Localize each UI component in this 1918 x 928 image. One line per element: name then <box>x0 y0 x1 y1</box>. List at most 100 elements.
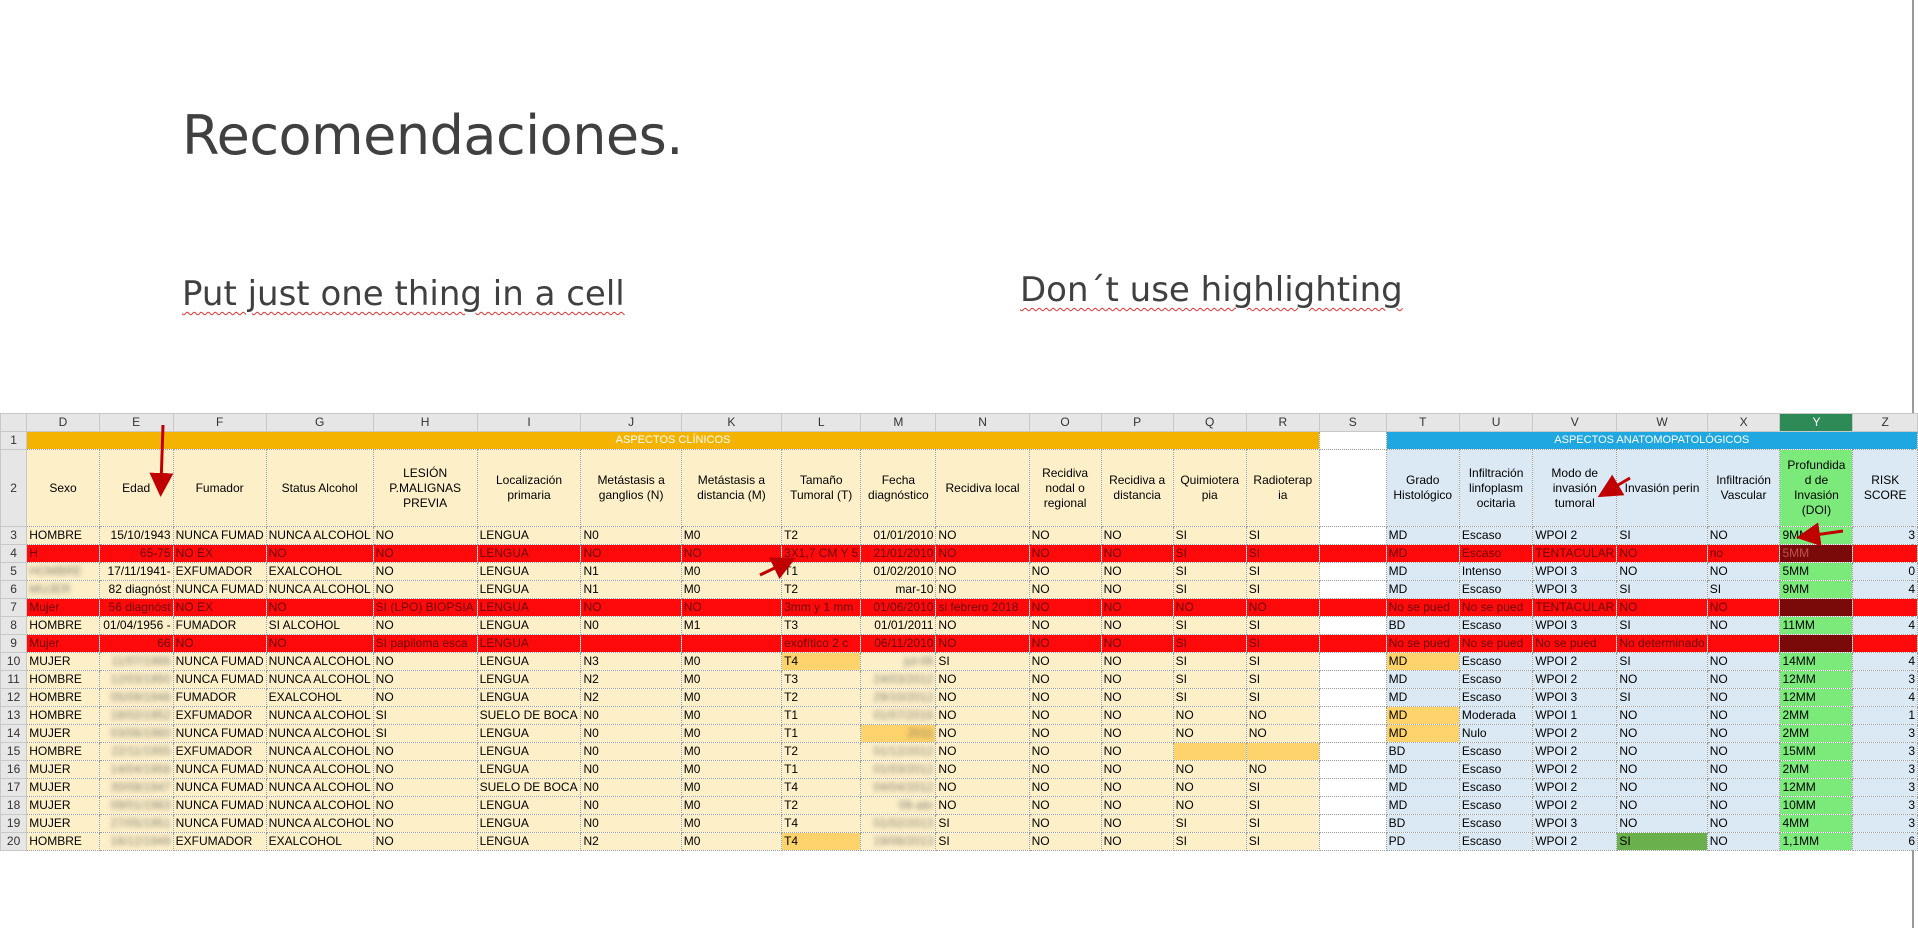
row-header[interactable]: 6 <box>0 580 28 599</box>
cell[interactable]: MUJER <box>26 580 100 599</box>
cell[interactable]: NO <box>1100 796 1174 815</box>
cell[interactable]: 3 <box>1852 796 1918 815</box>
cell[interactable]: WPOI 1 <box>1532 706 1618 725</box>
cell[interactable]: T2 <box>781 742 862 761</box>
cell[interactable]: NO <box>1706 724 1781 743</box>
cell[interactable]: NO <box>1100 724 1174 743</box>
cell[interactable]: BD <box>1385 814 1460 833</box>
cell[interactable]: SI <box>1172 634 1247 653</box>
cell[interactable]: WPOI 2 <box>1532 778 1618 797</box>
cell[interactable]: 12MM <box>1779 670 1854 689</box>
cell[interactable] <box>1318 724 1387 743</box>
cell[interactable]: 09/01/1963 <box>98 796 174 815</box>
cell[interactable]: SI <box>1172 616 1247 635</box>
cell[interactable] <box>1318 832 1387 851</box>
cell[interactable]: SI <box>1616 652 1708 671</box>
cell[interactable]: NO <box>1028 562 1102 581</box>
header-cell[interactable]: Status Alcohol <box>265 449 374 527</box>
cell[interactable]: EXALCOHOL <box>265 832 374 851</box>
cell[interactable]: MD <box>1385 778 1460 797</box>
cell[interactable] <box>1172 742 1247 761</box>
header-cell[interactable]: Metástasis a ganglios (N) <box>580 449 682 527</box>
cell[interactable]: 2011 <box>860 724 937 743</box>
header-cell[interactable]: Profundida d de Invasión (DOI) <box>1779 449 1854 527</box>
cell[interactable]: 4 <box>1852 652 1918 671</box>
cell[interactable]: M0 <box>680 814 783 833</box>
cell[interactable]: FUMADOR <box>172 688 267 707</box>
cell[interactable]: 0 <box>1852 562 1918 581</box>
group-clinical[interactable]: ASPECTOS CLÍNICOS <box>26 431 1320 450</box>
cell[interactable]: N0 <box>580 526 682 545</box>
cell[interactable]: Moderada <box>1458 706 1534 725</box>
cell[interactable]: NO <box>1100 688 1174 707</box>
cell[interactable]: MD <box>1385 652 1460 671</box>
cell[interactable]: SI <box>1245 526 1320 545</box>
cell[interactable]: 15/10/1943 <box>98 526 174 545</box>
cell[interactable]: TENTACULAR <box>1532 598 1618 617</box>
cell[interactable]: 29/10/2012 <box>860 688 937 707</box>
cell[interactable]: N0 <box>580 760 682 779</box>
column-header-f[interactable]: F <box>172 413 267 432</box>
cell[interactable]: Escaso <box>1458 688 1534 707</box>
cell[interactable]: NO <box>935 562 1030 581</box>
cell[interactable]: NUNCA FUMAD <box>172 724 267 743</box>
cell[interactable]: T3 <box>781 670 862 689</box>
cell[interactable]: 2MM <box>1779 760 1854 779</box>
cell[interactable]: HOMBRE <box>26 688 100 707</box>
cell[interactable]: NUNCA ALCOHOL <box>265 706 374 725</box>
cell[interactable]: Escaso <box>1458 616 1534 635</box>
header-cell[interactable]: Metástasis a distancia (M) <box>680 449 783 527</box>
cell[interactable]: NO <box>1706 778 1781 797</box>
cell[interactable]: 3 <box>1852 670 1918 689</box>
cell[interactable]: NO <box>1616 814 1708 833</box>
cell[interactable]: 4 <box>1852 580 1918 599</box>
cell[interactable]: 9MM <box>1779 580 1854 599</box>
cell[interactable]: NO <box>1100 814 1174 833</box>
cell[interactable]: SI <box>1245 814 1320 833</box>
row-header[interactable]: 15 <box>0 742 28 761</box>
cell[interactable]: M0 <box>680 778 783 797</box>
cell[interactable]: NUNCA FUMAD <box>172 814 267 833</box>
cell[interactable]: N0 <box>580 724 682 743</box>
cell[interactable]: T2 <box>781 526 862 545</box>
cell[interactable]: SI (LPO) BIOPSIA <box>372 598 478 617</box>
cell[interactable]: SI <box>1172 688 1247 707</box>
cell[interactable]: NO <box>372 544 478 563</box>
cell[interactable]: NUNCA ALCOHOL <box>265 652 374 671</box>
cell[interactable]: N0 <box>580 742 682 761</box>
cell[interactable]: NO <box>1100 526 1174 545</box>
column-header-m[interactable]: M <box>860 413 937 432</box>
cell[interactable] <box>680 634 783 653</box>
cell[interactable]: NO <box>935 616 1030 635</box>
cell[interactable]: T2 <box>781 796 862 815</box>
cell[interactable]: SI <box>1245 670 1320 689</box>
cell[interactable]: NO <box>372 670 478 689</box>
cell[interactable]: Intenso <box>1458 562 1534 581</box>
cell[interactable]: M0 <box>680 832 783 851</box>
cell[interactable]: LENGUA <box>476 832 582 851</box>
cell[interactable]: NO <box>1028 724 1102 743</box>
cell[interactable]: T4 <box>781 814 862 833</box>
row-header[interactable]: 3 <box>0 526 28 545</box>
cell[interactable]: SI <box>1245 616 1320 635</box>
cell[interactable]: 01/06/2010 <box>860 598 937 617</box>
cell[interactable]: MD <box>1385 580 1460 599</box>
cell[interactable] <box>1245 742 1320 761</box>
header-cell[interactable]: Recidiva local <box>935 449 1030 527</box>
cell[interactable]: NO <box>1028 814 1102 833</box>
cell[interactable]: WPOI 2 <box>1532 670 1618 689</box>
cell[interactable]: NO <box>935 760 1030 779</box>
cell[interactable]: NUNCA ALCOHOL <box>265 670 374 689</box>
cell[interactable]: HOMBRE <box>26 526 100 545</box>
cell[interactable]: NO <box>1616 760 1708 779</box>
cell[interactable]: SI <box>372 724 478 743</box>
cell[interactable]: 5MM <box>1779 544 1854 563</box>
cell[interactable]: 3X1,7 CM Y 5 <box>781 544 862 563</box>
cell[interactable]: MD <box>1385 670 1460 689</box>
column-header-e[interactable]: E <box>98 413 174 432</box>
cell[interactable]: LENGUA <box>476 598 582 617</box>
row-header[interactable]: 13 <box>0 706 28 725</box>
cell[interactable]: N2 <box>580 688 682 707</box>
header-cell[interactable]: Edad <box>98 449 174 527</box>
cell[interactable]: BD <box>1385 616 1460 635</box>
